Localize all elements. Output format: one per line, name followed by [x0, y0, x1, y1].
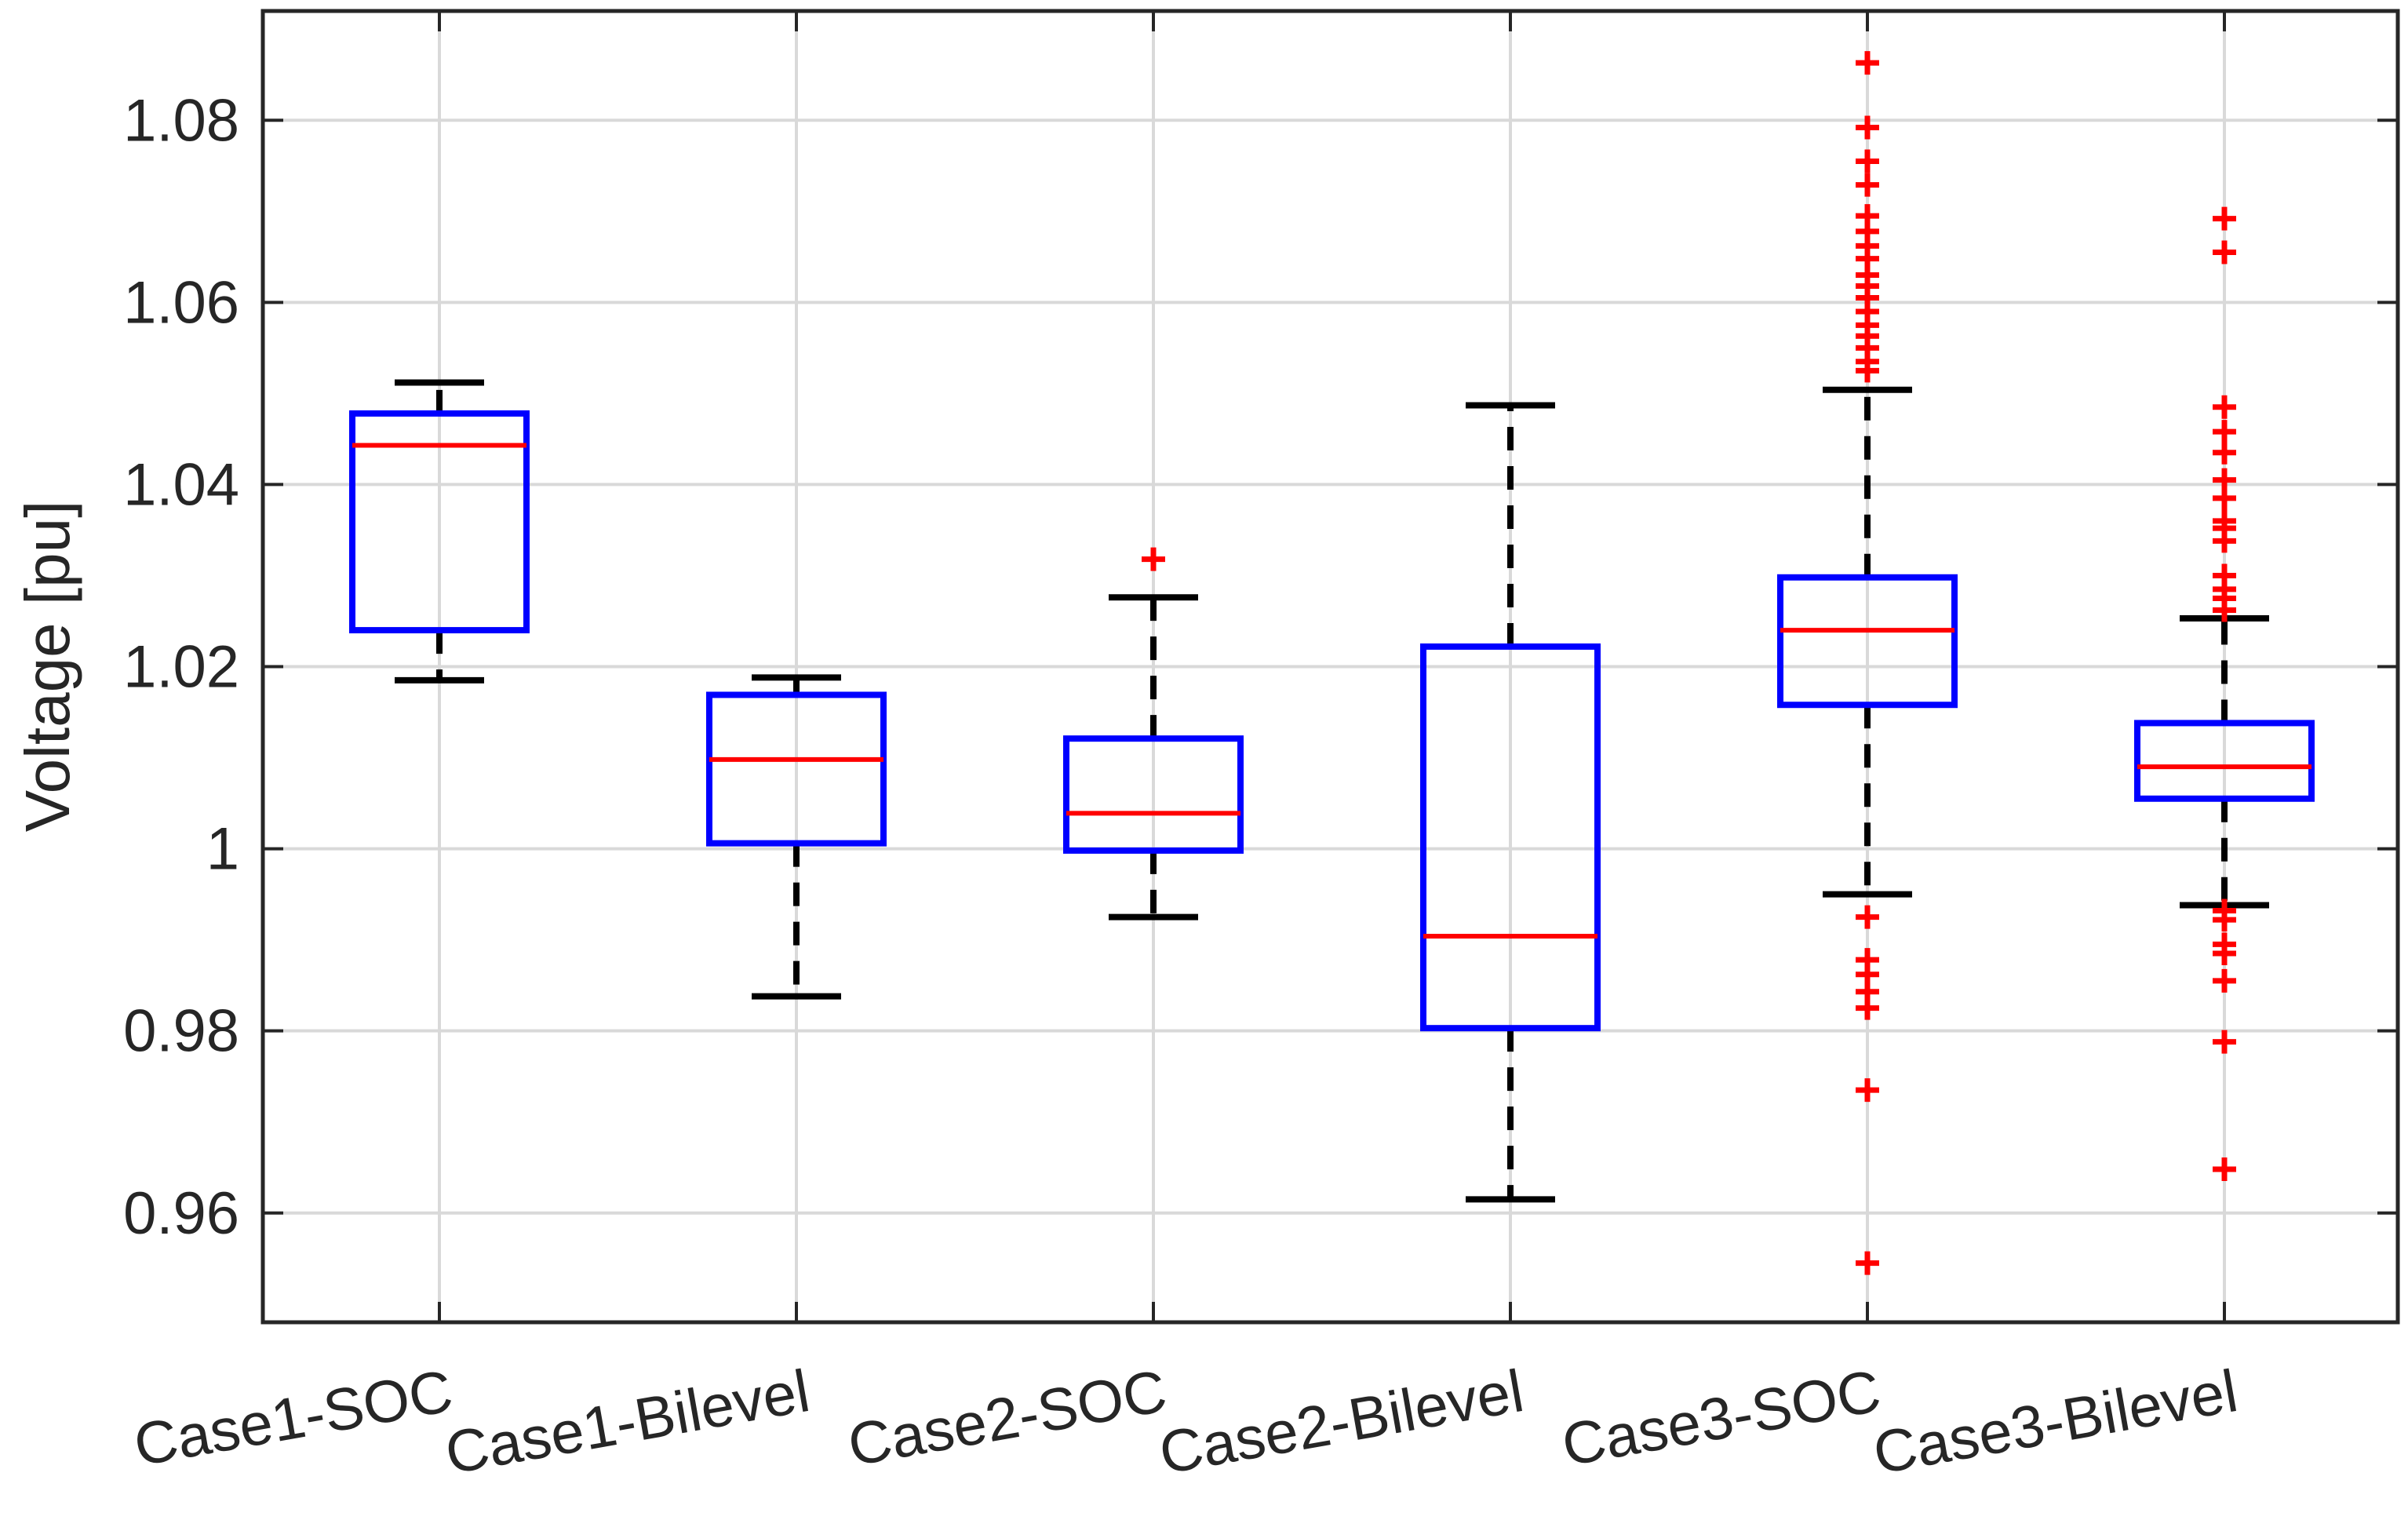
- outlier-marker: [1856, 1078, 1879, 1103]
- outlier-marker: [2213, 240, 2236, 264]
- outlier-marker: [2213, 440, 2236, 465]
- box-group: [1063, 547, 1244, 920]
- y-tick-label: 1.02: [123, 634, 239, 701]
- y-tick-label: 1: [206, 816, 239, 883]
- y-tick-label: 0.98: [123, 998, 239, 1065]
- iqr-box: [2134, 720, 2315, 802]
- box-group: [2134, 206, 2315, 1182]
- box-group: [1777, 51, 1958, 1275]
- y-tick-label: 1.04: [123, 451, 239, 518]
- iqr-box: [1063, 735, 1244, 854]
- y-axis-title: Voltage [pu]: [13, 501, 82, 833]
- outlier-marker: [2213, 908, 2236, 932]
- outlier-marker: [1142, 547, 1165, 571]
- outlier-marker: [1856, 996, 1879, 1020]
- outlier-marker: [2213, 395, 2236, 419]
- y-tick-label: 1.06: [123, 269, 239, 336]
- axis-ticks: [263, 11, 2398, 1322]
- outlier-marker: [2213, 598, 2236, 622]
- y-tick-label: 1.08: [123, 87, 239, 154]
- outlier-marker: [1856, 115, 1879, 140]
- iqr-box: [706, 691, 887, 847]
- outlier-marker: [2213, 529, 2236, 553]
- outlier-marker: [1856, 1251, 1879, 1275]
- outlier-marker: [1856, 173, 1879, 197]
- iqr-box: [1420, 643, 1601, 1032]
- outlier-marker: [2213, 942, 2236, 966]
- outlier-marker: [2213, 1157, 2236, 1182]
- outlier-marker: [1856, 51, 1879, 75]
- outlier-marker: [2213, 206, 2236, 231]
- outlier-marker: [2213, 1030, 2236, 1054]
- outlier-marker: [1856, 905, 1879, 929]
- box-group: [1420, 402, 1601, 1203]
- box-group: [349, 379, 530, 683]
- outlier-marker: [2213, 968, 2236, 993]
- iqr-box: [349, 410, 530, 634]
- box-group: [706, 674, 887, 1000]
- outlier-marker: [1856, 149, 1879, 173]
- outlier-marker: [2213, 420, 2236, 444]
- box-layer: [349, 51, 2315, 1275]
- outlier-marker: [1856, 359, 1879, 383]
- iqr-box: [1777, 574, 1958, 709]
- y-tick-label: 0.96: [123, 1180, 239, 1247]
- outlier-marker: [2213, 486, 2236, 510]
